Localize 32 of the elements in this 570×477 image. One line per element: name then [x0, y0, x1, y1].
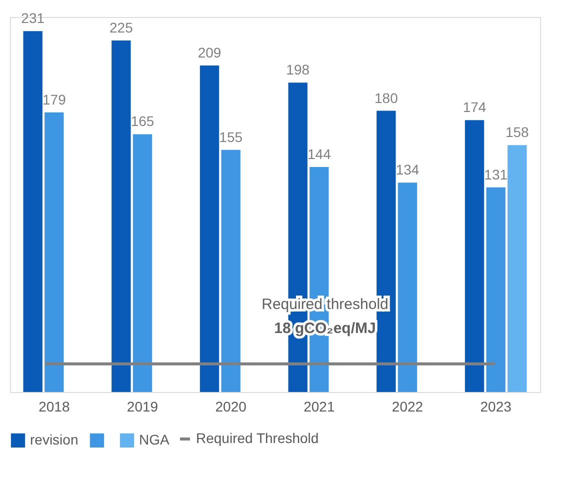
bar	[486, 187, 506, 392]
x-tick-label: 2021	[304, 398, 335, 414]
data-label: 134	[396, 162, 420, 178]
bar	[464, 120, 484, 392]
legend-label: Required Threshold	[196, 430, 319, 446]
data-label: 131	[484, 166, 508, 182]
data-label: 231	[21, 10, 45, 26]
bar	[398, 182, 418, 392]
bar	[221, 150, 240, 392]
x-tick-label: 2019	[126, 398, 158, 414]
x-tick-label: 2018	[38, 398, 70, 414]
x-tick-label: 2020	[215, 398, 247, 414]
bar	[200, 65, 220, 392]
data-label: 174	[462, 99, 486, 116]
data-label: 158	[505, 124, 530, 140]
data-label: 155	[219, 128, 243, 145]
x-tick-label: 2023	[480, 398, 512, 414]
bar	[132, 134, 152, 392]
bar	[23, 31, 42, 392]
bar	[112, 40, 131, 392]
data-label: 225	[110, 19, 134, 36]
data-label: 209	[198, 44, 222, 60]
data-label: 180	[374, 90, 398, 106]
data-label: 198	[286, 62, 310, 78]
bar	[44, 112, 64, 392]
x-tick-label: 2022	[392, 398, 424, 414]
legend-label: NGA	[139, 431, 170, 448]
bar	[508, 145, 527, 392]
data-label: 144	[307, 146, 332, 162]
legend-label: revision	[30, 431, 78, 448]
data-label: 165	[130, 113, 154, 130]
data-label: 179	[42, 91, 66, 108]
